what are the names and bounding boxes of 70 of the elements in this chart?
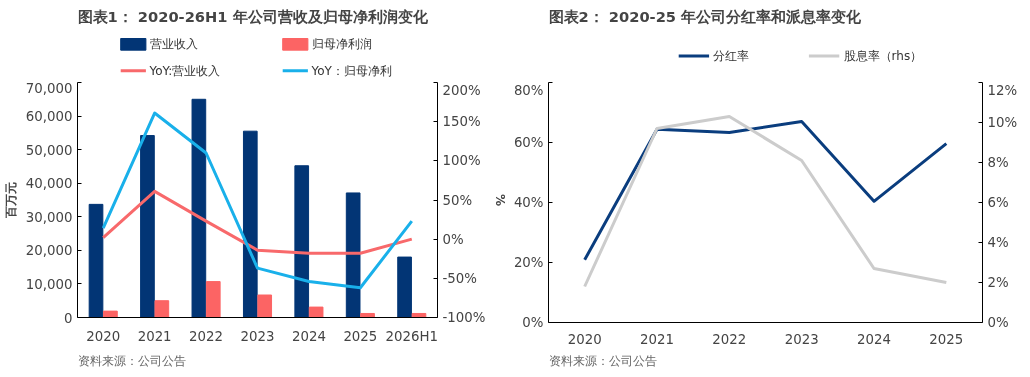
chart-title: 图表2： 2020-25 年公司分红率和派息率变化 bbox=[548, 7, 863, 25]
y2-tick-label: 8% bbox=[987, 155, 1009, 170]
y-tick-label: 70,000 bbox=[25, 80, 73, 96]
y-tick-label: 50,000 bbox=[25, 142, 73, 158]
y-tick-label: 0 bbox=[64, 310, 73, 326]
bar bbox=[205, 281, 221, 318]
y2-tick-label: 0% bbox=[442, 231, 464, 247]
x-tick-label: 2025 bbox=[929, 331, 964, 347]
y-axis-title: 百万元 bbox=[3, 182, 18, 219]
y-tick-label: 20% bbox=[513, 255, 544, 270]
bar bbox=[360, 312, 375, 318]
x-tick-label: 2023 bbox=[240, 328, 275, 344]
y-tick-label: 60,000 bbox=[25, 109, 73, 125]
x-tick-label: 2022 bbox=[189, 328, 224, 344]
y2-tick-label: 100% bbox=[442, 153, 481, 169]
bar bbox=[242, 130, 258, 318]
y-tick-label: 10,000 bbox=[25, 276, 73, 292]
bar bbox=[397, 256, 412, 318]
bar bbox=[140, 135, 155, 318]
y2-tick-label: 6% bbox=[987, 195, 1009, 210]
x-tick-label: 2021 bbox=[640, 331, 674, 347]
y2-tick-label: 50% bbox=[442, 192, 473, 208]
y-tick-label: 20,000 bbox=[25, 243, 73, 259]
x-tick-label: 2020 bbox=[567, 331, 602, 347]
x-tick-label: 2024 bbox=[291, 328, 326, 344]
bar bbox=[191, 98, 207, 318]
y2-tick-label: -50% bbox=[442, 270, 477, 286]
line-series bbox=[101, 189, 414, 255]
line-series bbox=[101, 111, 414, 290]
bar bbox=[345, 192, 361, 318]
y-tick-label: 30,000 bbox=[25, 209, 73, 225]
bar bbox=[411, 312, 427, 318]
bar bbox=[103, 310, 118, 318]
legend-label: 股息率（rhs） bbox=[843, 49, 923, 63]
y2-tick-label: 150% bbox=[442, 114, 481, 130]
bar bbox=[88, 203, 104, 318]
y2-tick-label: 4% bbox=[987, 235, 1009, 250]
y-tick-label: 0% bbox=[522, 315, 544, 330]
bar bbox=[294, 165, 310, 318]
x-tick-label: 2026H1 bbox=[385, 328, 438, 344]
x-tick-label: 2020 bbox=[86, 328, 121, 344]
x-tick-label: 2022 bbox=[712, 331, 747, 347]
y2-tick-label: 200% bbox=[442, 82, 481, 98]
y2-tick-label: 0% bbox=[987, 315, 1009, 330]
y-tick-label: 40% bbox=[513, 195, 544, 210]
legend-label: YoY：归母净利 bbox=[310, 63, 392, 78]
bar bbox=[257, 294, 273, 318]
y2-tick-label: 10% bbox=[987, 115, 1018, 130]
text: 资料来源：公司公告 bbox=[548, 353, 657, 368]
line-series bbox=[583, 115, 948, 288]
x-tick-label: 2025 bbox=[343, 328, 378, 344]
y2-tick-label: 12% bbox=[987, 82, 1018, 98]
line-series bbox=[583, 120, 948, 262]
x-tick-label: 2021 bbox=[137, 328, 172, 344]
y2-tick-label: 2% bbox=[987, 275, 1009, 290]
bar bbox=[154, 300, 170, 318]
legend-label: 分红率 bbox=[713, 49, 750, 63]
y-tick-label: 40,000 bbox=[25, 176, 73, 192]
chart-title: 图表1： 2020-26H1 年公司营收及归母净利润变化 bbox=[77, 7, 429, 25]
legend-label: 归母净利润 bbox=[311, 37, 372, 52]
x-tick-label: 2024 bbox=[857, 331, 891, 347]
y-tick-label: 60% bbox=[513, 135, 544, 150]
y2-axis-title: % bbox=[493, 193, 508, 207]
bar bbox=[308, 306, 324, 318]
text: 资料来源：公司公告 bbox=[77, 353, 186, 368]
legend-label: 营业收入 bbox=[149, 37, 198, 52]
legend-label: YoY:营业收入 bbox=[148, 63, 221, 78]
x-tick-label: 2023 bbox=[784, 331, 819, 347]
y-tick-label: 80% bbox=[513, 82, 544, 98]
y2-tick-label: -100% bbox=[442, 310, 486, 325]
